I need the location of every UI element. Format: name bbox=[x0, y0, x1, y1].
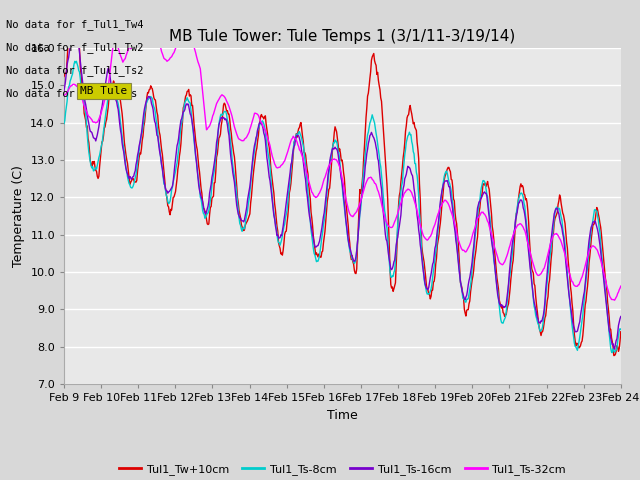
Title: MB Tule Tower: Tule Temps 1 (3/1/11-3/19/14): MB Tule Tower: Tule Temps 1 (3/1/11-3/19… bbox=[169, 29, 516, 44]
Text: MB Tule: MB Tule bbox=[80, 86, 127, 96]
Text: No data for f_Tul1_Ts2: No data for f_Tul1_Ts2 bbox=[6, 65, 144, 76]
Y-axis label: Temperature (C): Temperature (C) bbox=[12, 165, 25, 267]
Text: No data for f_Tul1_Ts: No data for f_Tul1_Ts bbox=[6, 88, 138, 99]
X-axis label: Time: Time bbox=[327, 408, 358, 421]
Text: No data for f_Tul1_Tw4: No data for f_Tul1_Tw4 bbox=[6, 19, 144, 30]
Legend: Tul1_Tw+10cm, Tul1_Ts-8cm, Tul1_Ts-16cm, Tul1_Ts-32cm: Tul1_Tw+10cm, Tul1_Ts-8cm, Tul1_Ts-16cm,… bbox=[115, 459, 570, 479]
Text: No data for f_Tul1_Tw2: No data for f_Tul1_Tw2 bbox=[6, 42, 144, 53]
